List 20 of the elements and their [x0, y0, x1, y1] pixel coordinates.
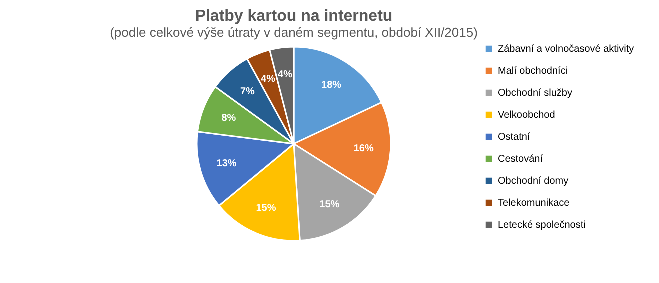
data-label: 16% — [354, 143, 374, 154]
data-label: 18% — [322, 80, 342, 91]
data-label: 15% — [320, 199, 340, 210]
chart-subtitle: (podle celkové výše útraty v daném segmentu, období XII/2015) — [110, 25, 478, 40]
data-label: 4% — [278, 70, 293, 81]
legend-label: Cestování — [498, 154, 544, 165]
legend-label: Obchodní služby — [498, 88, 572, 99]
legend-label: Ostatní — [498, 132, 530, 143]
legend-label: Telekomunikace — [498, 198, 570, 209]
legend-label: Velkoobchod — [498, 110, 556, 121]
legend-label: Letecké společnosti — [498, 220, 586, 231]
data-label: 7% — [240, 86, 256, 98]
data-label: 13% — [216, 158, 237, 170]
legend-label: Malí obchodníci — [498, 66, 568, 77]
data-label: 15% — [256, 203, 276, 214]
legend-label: Obchodní domy — [498, 176, 569, 187]
data-label: 4% — [261, 74, 276, 85]
data-label: 8% — [222, 113, 236, 124]
chart-title: Platby kartou na internetu — [195, 8, 393, 25]
legend-label: Zábavní a volnočasové aktivity — [498, 44, 634, 55]
